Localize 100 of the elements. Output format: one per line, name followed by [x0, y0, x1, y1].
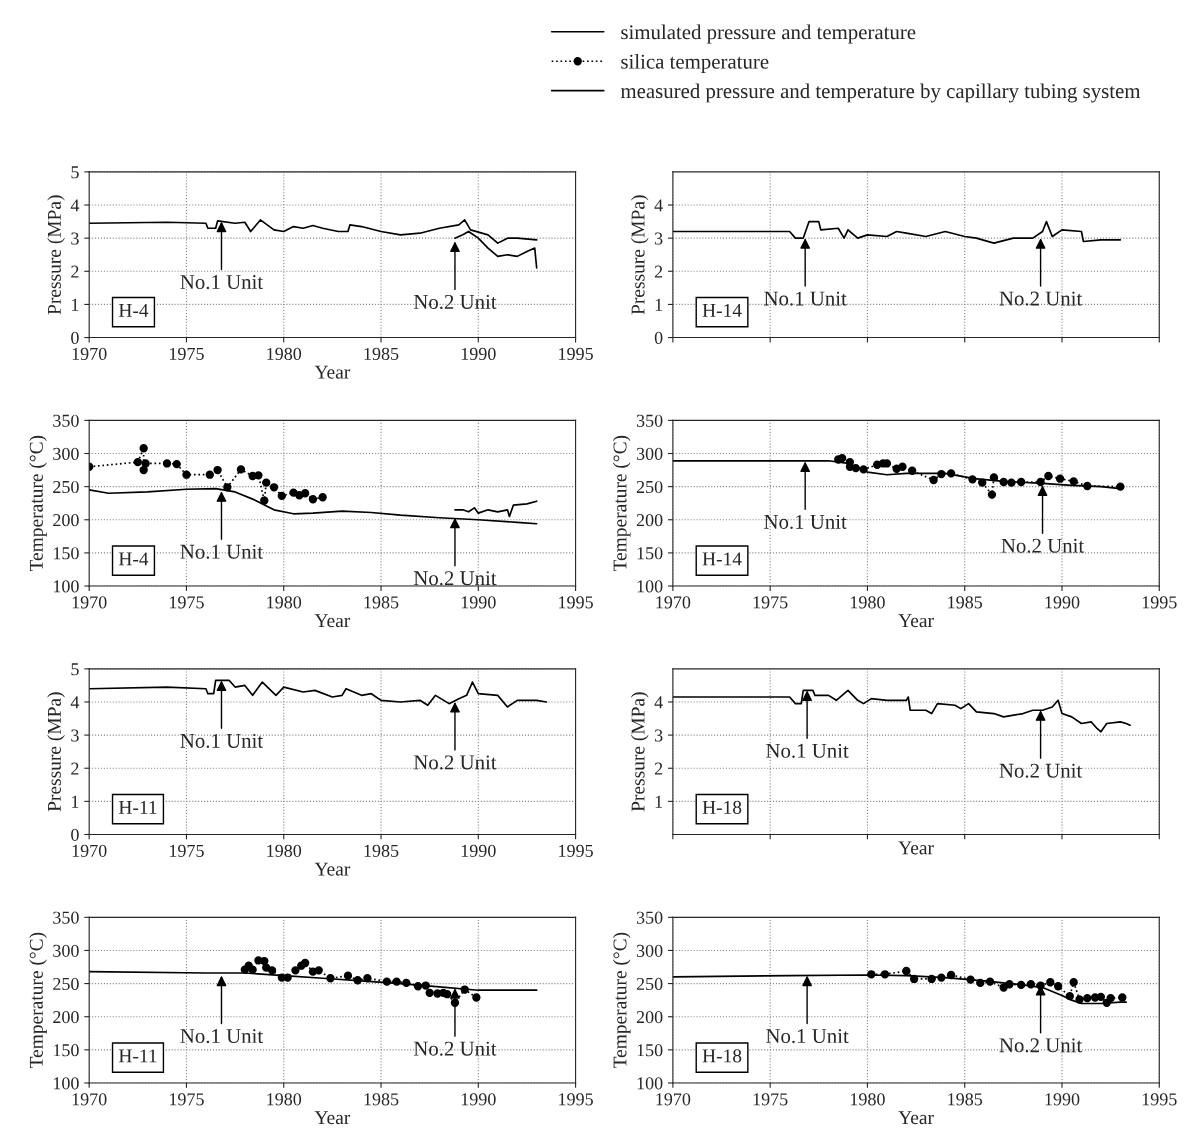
legend-label: simulated pressure and temperature — [621, 24, 916, 44]
point — [867, 970, 876, 979]
point — [908, 466, 917, 475]
annotation: No.1 Unit — [766, 1029, 849, 1044]
y-axis-title: Temperature (°C) — [29, 932, 47, 1069]
x-tick-label: 1995 — [559, 347, 593, 360]
point — [1026, 980, 1036, 989]
point — [425, 988, 434, 998]
point — [976, 978, 985, 988]
point — [966, 975, 975, 984]
point — [269, 483, 279, 492]
line-series — [89, 487, 538, 525]
point — [909, 974, 919, 984]
y-tick-label: 150 — [53, 547, 79, 560]
y-tick-label: 0 — [71, 828, 79, 841]
point — [326, 974, 335, 983]
point — [1044, 471, 1053, 481]
y-tick-label: 0 — [654, 331, 663, 344]
y-tick-label: 1 — [655, 298, 663, 311]
point — [141, 459, 150, 468]
point — [382, 977, 392, 986]
point — [421, 981, 430, 990]
point — [262, 478, 271, 487]
y-axis-title: Temperature (°C) — [29, 435, 47, 572]
x-axis-title: Year — [314, 365, 351, 379]
point — [929, 475, 938, 485]
annotation: No.2 Unit — [413, 755, 497, 770]
point — [978, 478, 987, 487]
point — [987, 490, 997, 499]
annotation: No.2 Unit — [999, 1038, 1083, 1053]
y-tick-label: 100 — [53, 580, 79, 593]
point — [1096, 992, 1106, 1001]
y-tick-label: 2 — [654, 265, 663, 278]
x-axis-title: Year — [314, 1111, 351, 1125]
annotation: No.1 Unit — [766, 743, 849, 758]
x-tick-label: 1980 — [267, 844, 302, 857]
point — [254, 471, 263, 480]
point — [353, 976, 362, 985]
annotation: No.1 Unit — [764, 291, 847, 306]
point — [213, 465, 222, 475]
x-tick-label: 1990 — [461, 1093, 496, 1106]
annotation: No.1 Unit — [764, 514, 847, 529]
point — [1065, 992, 1074, 1001]
x-tick-label: 1975 — [169, 347, 204, 360]
y-tick-label: 250 — [636, 977, 663, 991]
x-tick-label: 1995 — [559, 1093, 593, 1106]
y-tick-label: 5 — [71, 166, 79, 179]
legend-label: silica temperature — [621, 54, 769, 73]
y-tick-label: 2 — [654, 762, 663, 775]
point — [989, 473, 999, 482]
point — [291, 966, 300, 975]
point — [133, 457, 142, 467]
x-tick-label: 1975 — [753, 596, 788, 609]
annotation: No.2 Unit — [999, 763, 1083, 778]
x-tick-label: 1975 — [169, 844, 204, 857]
point — [139, 444, 148, 453]
point — [363, 974, 372, 983]
point — [277, 491, 286, 501]
y-tick-label: 200 — [53, 514, 79, 527]
y-tick-label: 250 — [53, 977, 79, 991]
annotation: No.2 Unit — [1001, 538, 1085, 553]
point — [1016, 980, 1026, 990]
annotation: No.1 Unit — [180, 1029, 264, 1044]
point — [443, 990, 452, 999]
x-tick-label: 1990 — [1045, 1093, 1080, 1106]
x-axis-title: Year — [898, 1111, 934, 1125]
point — [392, 977, 401, 986]
x-tick-label: 1985 — [948, 1093, 983, 1106]
y-tick-label: 3 — [71, 729, 79, 742]
y-tick-label: 350 — [636, 911, 663, 924]
point — [236, 465, 246, 474]
point — [937, 469, 946, 479]
x-tick-label: 1985 — [364, 844, 399, 857]
y-tick-label: 3 — [654, 232, 663, 245]
annotation: No.2 Unit — [413, 294, 497, 309]
annotation: No.1 Unit — [180, 275, 264, 290]
point — [1069, 978, 1078, 987]
y-tick-label: 300 — [636, 944, 663, 957]
annotation: H-4 — [118, 304, 149, 317]
x-tick-label: 1995 — [1142, 596, 1177, 609]
point — [260, 496, 269, 505]
x-tick-label: 1985 — [364, 596, 399, 609]
y-tick-label: 200 — [636, 514, 663, 527]
y-tick-label: 250 — [636, 480, 663, 494]
point — [1016, 477, 1026, 487]
point — [1007, 478, 1016, 487]
point — [985, 977, 995, 986]
y-tick-label: 4 — [654, 199, 663, 212]
point — [308, 495, 318, 504]
line-series — [672, 689, 1131, 733]
point — [902, 966, 911, 976]
point — [139, 465, 148, 475]
y-tick-label: 2 — [71, 265, 79, 278]
x-tick-label: 1975 — [169, 596, 204, 609]
annotation: H-14 — [702, 304, 742, 317]
y-tick-label: 5 — [71, 663, 79, 676]
x-tick-label: 1990 — [461, 347, 496, 360]
annotation: H-18 — [702, 800, 742, 814]
y-tick-label: 350 — [53, 414, 79, 427]
annotation: H-18 — [702, 1049, 742, 1063]
